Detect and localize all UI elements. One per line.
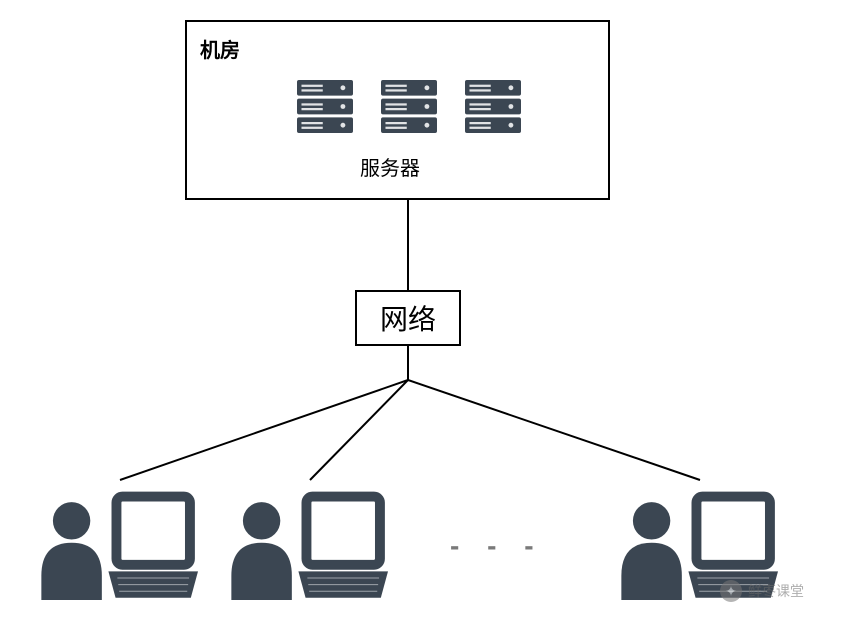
network-box: 网络 (355, 290, 461, 346)
watermark-text: 鲜枣课堂 (748, 581, 804, 601)
servers-label: 服务器 (360, 152, 420, 181)
server-icon (465, 80, 521, 136)
servers-row (297, 80, 521, 136)
watermark: ✦ 鲜枣课堂 (720, 580, 804, 602)
client-icon (38, 490, 198, 605)
wechat-icon: ✦ (720, 580, 742, 602)
server-icon (381, 80, 437, 136)
server-room-label: 机房 (200, 34, 240, 63)
network-label: 网络 (380, 298, 436, 338)
ellipsis: - - - (450, 530, 544, 562)
server-icon (297, 80, 353, 136)
client-icon (228, 490, 388, 605)
